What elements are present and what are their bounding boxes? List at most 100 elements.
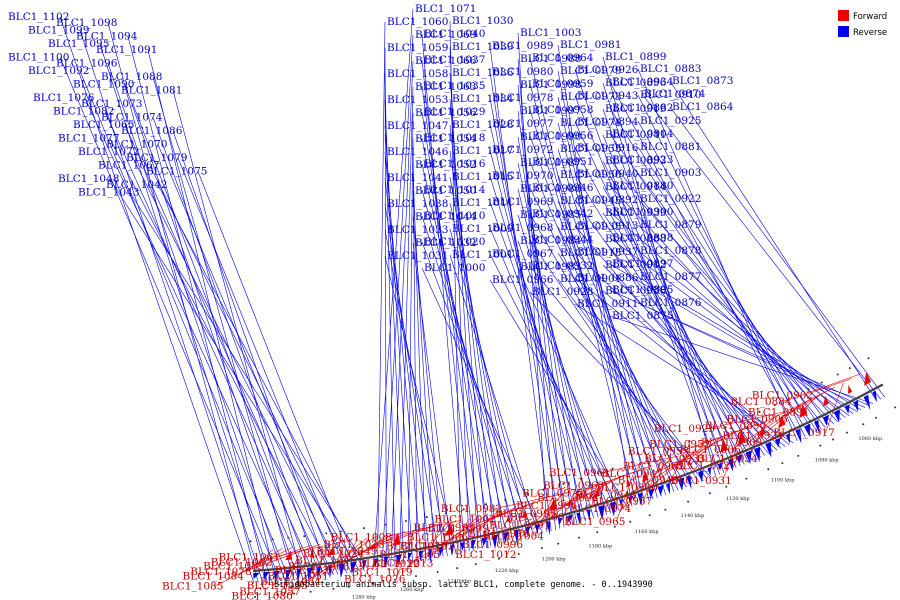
reverse-gene-label[interactable]: BLC1_0901 bbox=[560, 273, 621, 285]
forward-gene-label[interactable]: BLC1_0933 bbox=[644, 453, 705, 465]
reverse-gene-label[interactable]: BLC1_0881 bbox=[640, 141, 701, 153]
forward-gene-label[interactable]: BLC1_0957 bbox=[591, 496, 652, 508]
reverse-gene-label[interactable]: BLC1_0910 bbox=[640, 89, 701, 101]
reverse-gene-label[interactable]: BLC1_0989 bbox=[492, 40, 553, 52]
reverse-gene-label[interactable]: BLC1_1092 bbox=[28, 65, 89, 77]
reverse-gene-label[interactable]: BLC1_1099 bbox=[28, 25, 89, 37]
forward-gene-label[interactable]: BLC1_0952 bbox=[649, 439, 710, 451]
forward-gene-label[interactable]: BLC1_1008 bbox=[331, 531, 392, 543]
forward-gene-label[interactable]: BLC1_1024 bbox=[303, 548, 365, 560]
forward-gene-label[interactable]: BLC1_0906 bbox=[679, 444, 741, 456]
reverse-gene-label[interactable]: BLC1_0876 bbox=[640, 297, 702, 309]
forward-gene-label[interactable]: BLC1_1051 bbox=[267, 571, 328, 583]
reverse-gene-label[interactable]: BLC1_0956 bbox=[532, 130, 594, 142]
reverse-gene-label[interactable]: BLC1_0987 bbox=[520, 157, 581, 169]
reverse-gene-label[interactable]: BLC1_0945 bbox=[560, 195, 621, 207]
reverse-gene-label[interactable]: BLC1_0896 bbox=[605, 77, 667, 89]
forward-gene-label[interactable]: BLC1_1005 bbox=[379, 549, 440, 561]
reverse-gene-label[interactable]: BLC1_1059 bbox=[387, 42, 448, 54]
forward-gene-label[interactable]: BLC1_0975 bbox=[522, 488, 583, 500]
reverse-gene-label[interactable]: BLC1_0932 bbox=[532, 260, 593, 272]
reverse-gene-label[interactable]: BLC1_1038 bbox=[387, 198, 448, 210]
forward-gene-label[interactable]: BLC1_0927 bbox=[675, 460, 736, 472]
reverse-gene-label[interactable]: BLC1_0979 bbox=[560, 65, 621, 77]
reverse-gene-label[interactable]: BLC1_0972 bbox=[492, 144, 553, 156]
reverse-gene-label[interactable]: BLC1_0942 bbox=[532, 208, 593, 220]
reverse-gene-label[interactable]: BLC1_1074 bbox=[101, 112, 163, 124]
reverse-gene-label[interactable]: BLC1_0950 bbox=[560, 169, 621, 181]
forward-gene-label[interactable]: BLC1_0982 bbox=[441, 503, 502, 515]
reverse-gene-label[interactable]: BLC1_0969 bbox=[492, 196, 553, 208]
forward-gene-label[interactable]: BLC1_0976 bbox=[468, 528, 530, 540]
forward-gene-label[interactable]: BLC1_0995 bbox=[495, 508, 556, 520]
reverse-gene-label[interactable]: BLC1_1060 bbox=[387, 16, 448, 28]
reverse-gene-label[interactable]: BLC1_1072 bbox=[78, 146, 139, 158]
forward-gene-label[interactable]: BLC1_1019 bbox=[351, 566, 412, 578]
reverse-gene-label[interactable]: BLC1_0928 bbox=[532, 286, 593, 298]
reverse-gene-label[interactable]: BLC1_1032 bbox=[415, 237, 476, 249]
reverse-gene-label[interactable]: BLC1_1052 bbox=[415, 159, 476, 171]
reverse-gene-label[interactable]: BLC1_0937 bbox=[577, 246, 638, 258]
reverse-gene-label[interactable]: BLC1_0912 bbox=[605, 259, 666, 271]
reverse-gene-label[interactable]: BLC1_1077 bbox=[58, 133, 119, 145]
reverse-gene-label[interactable]: BLC1_1082 bbox=[53, 106, 114, 118]
reverse-gene-label[interactable]: BLC1_1050 bbox=[415, 185, 476, 197]
forward-gene-label[interactable]: BLC1_1002 bbox=[434, 513, 495, 525]
reverse-gene-label[interactable]: BLC1_0959 bbox=[532, 78, 593, 90]
reverse-gene-label[interactable]: BLC1_0882 bbox=[612, 102, 673, 114]
reverse-gene-label[interactable]: BLC1_1076 bbox=[33, 92, 95, 104]
reverse-gene-label[interactable]: BLC1_1079 bbox=[126, 152, 187, 164]
reverse-gene-label[interactable]: BLC1_1056 bbox=[415, 107, 477, 119]
forward-gene-label[interactable]: BLC1_0909 bbox=[701, 437, 762, 449]
reverse-gene-label[interactable]: BLC1_0873 bbox=[672, 75, 733, 87]
reverse-gene-label[interactable]: BLC1_0981 bbox=[560, 39, 621, 51]
forward-gene-label[interactable]: BLC1_1089 bbox=[203, 560, 264, 572]
forward-gene-label[interactable]: BLC1_1057 bbox=[239, 586, 300, 598]
reverse-gene-label[interactable]: BLC1_0919 bbox=[605, 103, 666, 115]
forward-gene-label[interactable]: BLC1_1027 bbox=[275, 564, 336, 576]
forward-gene-label[interactable]: BLC1_0999 bbox=[428, 523, 489, 535]
reverse-gene-label[interactable]: BLC1_0903 bbox=[640, 167, 701, 179]
reverse-gene-label[interactable]: BLC1_0973 bbox=[560, 91, 621, 103]
forward-gene-label[interactable]: BLC1_0993 bbox=[413, 522, 474, 534]
reverse-gene-label[interactable]: BLC1_0985 bbox=[520, 209, 581, 221]
forward-gene-label[interactable]: BLC1_0948 bbox=[575, 490, 636, 502]
reverse-gene-label[interactable]: BLC1_0944 bbox=[532, 234, 594, 246]
forward-gene-label[interactable]: BLC1_1012 bbox=[455, 549, 516, 561]
forward-gene-label[interactable]: BLC1_1085 bbox=[162, 581, 223, 593]
forward-gene-label[interactable]: BLC1_0962 bbox=[623, 461, 684, 473]
reverse-gene-label[interactable]: BLC1_1102 bbox=[8, 11, 69, 23]
reverse-gene-label[interactable]: BLC1_1069 bbox=[415, 29, 476, 41]
reverse-gene-label[interactable]: BLC1_1067 bbox=[98, 160, 159, 172]
forward-gene-label[interactable]: BLC1_1084 bbox=[183, 570, 245, 582]
reverse-gene-label[interactable]: BLC1_1063 bbox=[415, 81, 476, 93]
forward-gene-label[interactable]: BLC1_1013 bbox=[372, 557, 433, 569]
reverse-gene-label[interactable]: BLC1_1031 bbox=[387, 250, 448, 262]
reverse-gene-label[interactable]: BLC1_1091 bbox=[96, 44, 157, 56]
reverse-gene-label[interactable]: BLC1_1035 bbox=[424, 80, 485, 92]
reverse-gene-label[interactable]: BLC1_1016 bbox=[424, 158, 486, 170]
reverse-gene-label[interactable]: BLC1_1071 bbox=[415, 3, 476, 15]
reverse-gene-label[interactable]: BLC1_0986 bbox=[520, 183, 582, 195]
reverse-gene-label[interactable]: BLC1_1081 bbox=[121, 85, 182, 97]
reverse-gene-label[interactable]: BLC1_0911 bbox=[577, 298, 638, 310]
reverse-gene-label[interactable]: BLC1_0978 bbox=[492, 92, 553, 104]
reverse-gene-label[interactable]: BLC1_0998 bbox=[520, 79, 581, 91]
forward-gene-label[interactable]: BLC1_0992 bbox=[537, 492, 598, 504]
reverse-gene-label[interactable]: BLC1_0925 bbox=[640, 115, 701, 127]
reverse-gene-label[interactable]: BLC1_0955 bbox=[560, 143, 621, 155]
forward-gene-label[interactable]: BLC1_0902 bbox=[752, 389, 813, 401]
reverse-gene-label[interactable]: BLC1_0915 bbox=[560, 247, 621, 259]
reverse-gene-label[interactable]: BLC1_1054 bbox=[415, 133, 477, 145]
reverse-gene-label[interactable]: BLC1_0864 bbox=[672, 101, 734, 113]
reverse-gene-label[interactable]: BLC1_1003 bbox=[520, 27, 581, 39]
forward-gene-label[interactable]: BLC1_0996 bbox=[462, 539, 524, 551]
reverse-gene-label[interactable]: BLC1_1066 bbox=[415, 55, 477, 67]
reverse-gene-label[interactable]: BLC1_0943 bbox=[577, 90, 638, 102]
reverse-gene-label[interactable]: BLC1_0875 bbox=[612, 310, 673, 322]
reverse-gene-label[interactable]: BLC1_0964 bbox=[532, 52, 594, 64]
reverse-gene-label[interactable]: BLC1_0883 bbox=[640, 63, 701, 75]
forward-gene-label[interactable]: BLC1_0954 bbox=[696, 453, 758, 465]
reverse-gene-label[interactable]: BLC1_1010 bbox=[424, 210, 485, 222]
reverse-gene-label[interactable]: BLC1_0970 bbox=[492, 170, 553, 182]
